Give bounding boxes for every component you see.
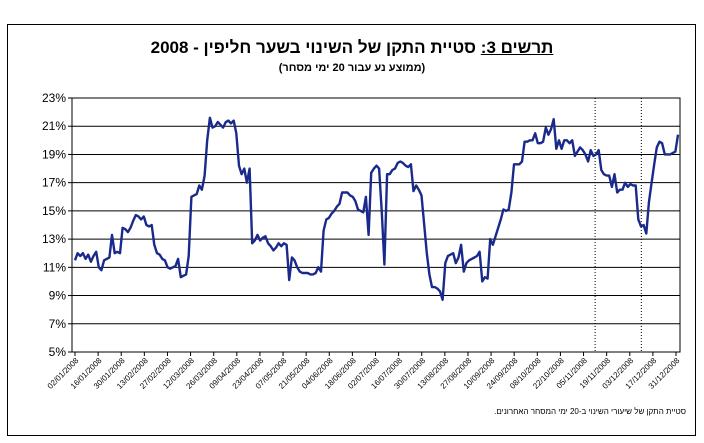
y-tick-label: 13%: [42, 232, 66, 246]
y-tick-label: 15%: [42, 204, 66, 218]
y-axis: 5% 7% 9% 11% 13% 15% 17% 19% 21% 23%: [42, 91, 72, 359]
plot-area: [71, 97, 681, 353]
y-tick-label: 17%: [42, 176, 66, 190]
y-tick-label: 23%: [42, 91, 66, 105]
gridlines: [72, 125, 680, 325]
y-tick-label: 7%: [49, 317, 67, 331]
chart-subtitle: (ממוצע נע עבור 20 ימי מסחר): [278, 62, 426, 74]
y-tick-label: 21%: [42, 119, 66, 133]
series-line: [73, 116, 680, 301]
chart-frame: [7, 24, 696, 436]
chart-footnote: סטיית התקן של שיעורי השינוי ב-20 ימי המס…: [494, 407, 686, 416]
chart-title: תרשים 3: סטיית התקן של השינוי בשער חליפי…: [0, 38, 704, 58]
x-axis: 02/01/200816/01/200830/01/200813/02/2008…: [46, 352, 682, 391]
y-tick-label: 11%: [43, 260, 66, 274]
y-tick-label: 9%: [49, 289, 67, 303]
chart-title-lead: תרשים 3:: [480, 38, 554, 57]
y-tick-label: 5%: [49, 345, 67, 359]
chart-title-rest: סטיית התקן של השינוי בשער חליפין - 2008: [150, 38, 477, 57]
y-tick-label: 19%: [42, 147, 66, 161]
